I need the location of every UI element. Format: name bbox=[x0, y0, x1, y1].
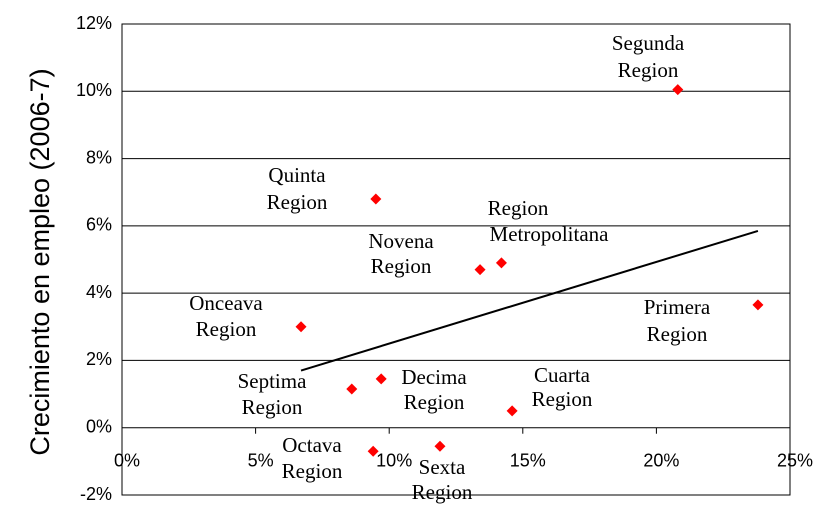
point-label: Region bbox=[488, 196, 549, 220]
point-label: Region bbox=[404, 390, 465, 414]
y-tick-label: 4% bbox=[86, 282, 112, 302]
y-axis-label: Crecimiento en empleo (2006-7) bbox=[25, 68, 55, 455]
point-label: Region bbox=[242, 395, 303, 419]
y-tick-label: 12% bbox=[76, 13, 112, 33]
point-label: Sexta bbox=[419, 455, 466, 479]
point-label: Cuarta bbox=[534, 363, 591, 387]
point bbox=[495, 257, 507, 269]
point-label: Segunda bbox=[612, 31, 685, 55]
x-tick-label: 25% bbox=[777, 450, 813, 470]
point-label: Region bbox=[412, 480, 473, 504]
point bbox=[434, 440, 446, 452]
y-tick-label: -2% bbox=[80, 484, 112, 504]
y-tick-label: 8% bbox=[86, 147, 112, 167]
plot-border bbox=[121, 23, 791, 496]
point-label: Region bbox=[647, 322, 708, 346]
y-tick-label: 10% bbox=[76, 80, 112, 100]
point-label: Region bbox=[371, 254, 432, 278]
x-tick-label: 0% bbox=[114, 450, 140, 470]
point-label: Decima bbox=[401, 365, 467, 389]
point bbox=[295, 321, 307, 333]
point-label: Region bbox=[618, 58, 679, 82]
point-label: Region bbox=[196, 317, 257, 341]
point bbox=[375, 373, 387, 385]
point-label: Region bbox=[267, 190, 328, 214]
point-label: Octava bbox=[282, 433, 342, 457]
point bbox=[346, 383, 358, 395]
point bbox=[752, 299, 764, 311]
x-tick-label: 15% bbox=[510, 450, 546, 470]
point-label: Primera bbox=[644, 295, 711, 319]
point-label: Quinta bbox=[268, 163, 326, 187]
point-label: Region bbox=[282, 459, 343, 483]
point bbox=[474, 264, 486, 276]
point bbox=[370, 193, 382, 205]
point bbox=[367, 445, 379, 457]
point bbox=[672, 84, 684, 96]
y-tick-label: 2% bbox=[86, 349, 112, 369]
x-tick-label: 5% bbox=[248, 450, 274, 470]
y-tick-label: 6% bbox=[86, 215, 112, 235]
point-label: Onceava bbox=[189, 291, 263, 315]
point-label: Metropolitana bbox=[490, 222, 610, 246]
point-label: Novena bbox=[368, 229, 434, 253]
x-tick-label: 10% bbox=[376, 450, 412, 470]
point-label: Septima bbox=[238, 369, 308, 393]
y-tick-label: 0% bbox=[86, 416, 112, 436]
point-label: Region bbox=[532, 387, 593, 411]
trendline bbox=[300, 229, 759, 372]
point bbox=[506, 405, 518, 417]
x-tick-label: 20% bbox=[643, 450, 679, 470]
